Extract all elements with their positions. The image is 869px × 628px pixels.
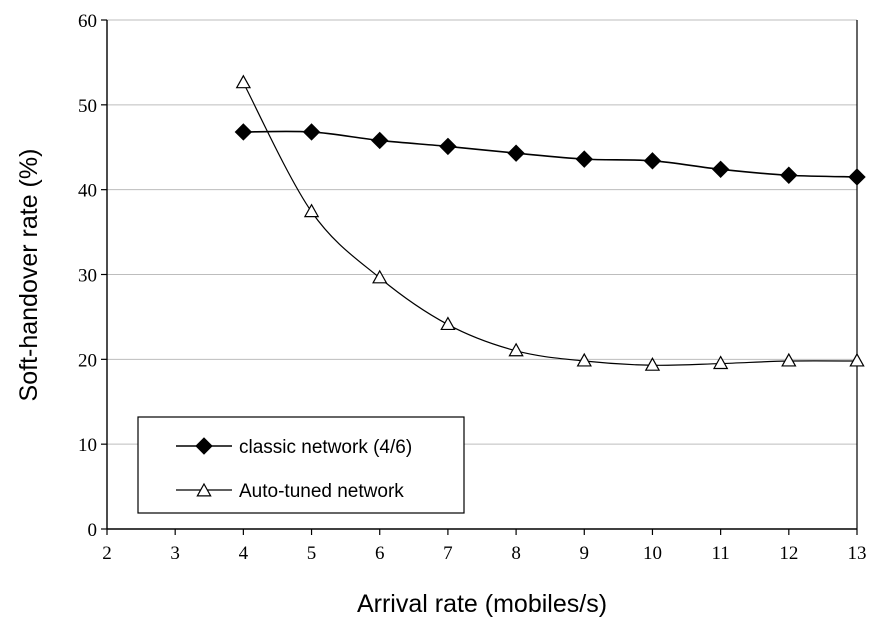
grid-lines bbox=[107, 19, 857, 445]
y-tick-label-3: 30 bbox=[78, 266, 97, 287]
x-tick-label-3: 5 bbox=[307, 543, 317, 564]
legend: classic network (4/6) Auto-tuned network bbox=[137, 416, 465, 514]
series-0 bbox=[234, 123, 866, 186]
y-tick-label-2: 20 bbox=[78, 350, 97, 371]
data-point-s1-9 bbox=[849, 352, 865, 367]
legend-label-auto-tuned: Auto-tuned network bbox=[239, 481, 404, 502]
data-point-s1-5 bbox=[576, 352, 592, 367]
data-point-s1-6 bbox=[644, 357, 661, 371]
x-tick-label-6: 8 bbox=[511, 543, 521, 564]
series-line-0 bbox=[243, 130, 858, 178]
data-point-s1-0 bbox=[235, 74, 252, 89]
series-1 bbox=[235, 74, 865, 371]
x-tick-label-8: 10 bbox=[643, 543, 662, 564]
data-point-s0-3 bbox=[439, 137, 457, 156]
x-tick-label-0: 2 bbox=[102, 543, 112, 564]
series-group bbox=[234, 74, 866, 371]
y-tick-label-6: 60 bbox=[78, 11, 97, 32]
legend-marker-auto-tuned bbox=[196, 482, 212, 497]
data-point-s0-0 bbox=[234, 123, 253, 141]
legend-marker-classic bbox=[195, 437, 213, 455]
x-tick-label-2: 4 bbox=[239, 543, 249, 564]
data-point-s1-1 bbox=[303, 203, 320, 218]
data-point-s1-4 bbox=[508, 342, 524, 357]
x-tick-label-1: 3 bbox=[170, 543, 180, 564]
data-point-s0-1 bbox=[302, 123, 321, 141]
data-point-s1-7 bbox=[712, 355, 729, 370]
y-tick-label-5: 50 bbox=[78, 96, 97, 117]
data-point-s0-7 bbox=[711, 160, 730, 179]
y-axis-title: Soft-handover rate (%) bbox=[15, 149, 43, 402]
data-point-s0-2 bbox=[371, 131, 389, 150]
x-tick-label-11: 13 bbox=[848, 543, 867, 564]
axes: 0 10 20 30 40 50 60 2 3 4 5 6 7 8 9 10 11 12 13 bbox=[78, 11, 867, 564]
x-axis-title: Arrival rate (mobiles/s) bbox=[357, 590, 607, 618]
data-point-s0-9 bbox=[848, 168, 866, 186]
legend-label-classic: classic network (4/6) bbox=[239, 437, 412, 458]
x-tick-label-5: 7 bbox=[443, 543, 453, 564]
series-line-1 bbox=[242, 82, 858, 366]
y-tick-label-4: 40 bbox=[78, 181, 97, 202]
y-tick-label-1: 10 bbox=[78, 435, 97, 456]
x-tick-label-7: 9 bbox=[580, 543, 590, 564]
x-tick-label-10: 12 bbox=[779, 543, 798, 564]
x-tick-label-9: 11 bbox=[711, 543, 729, 564]
data-point-s0-6 bbox=[643, 152, 662, 170]
data-point-s1-2 bbox=[372, 269, 388, 284]
x-tick-label-4: 6 bbox=[375, 543, 385, 564]
data-point-s1-8 bbox=[781, 352, 797, 367]
data-point-s1-3 bbox=[440, 316, 456, 331]
data-point-s0-4 bbox=[507, 144, 525, 162]
data-point-s0-5 bbox=[575, 150, 593, 168]
data-point-s0-8 bbox=[780, 166, 798, 184]
legend-box bbox=[137, 416, 465, 514]
y-tick-label-0: 0 bbox=[88, 520, 98, 541]
